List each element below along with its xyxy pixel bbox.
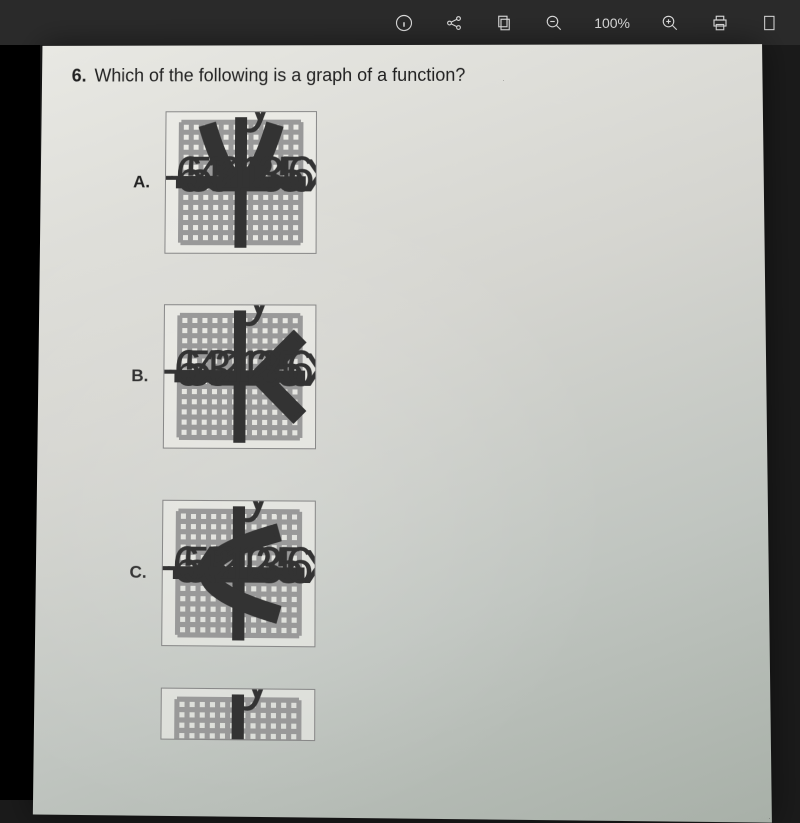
share-icon[interactable] [444, 13, 464, 33]
zoom-out-icon[interactable] [544, 13, 564, 33]
tick-labels: -6-5-4-3-2-1 123456 [162, 535, 313, 594]
copy-icon[interactable] [494, 13, 514, 33]
option-a-label: A. [130, 172, 150, 192]
y-axis-label: y [245, 112, 275, 133]
question: 6. Which of the following is a graph of … [72, 64, 733, 86]
option-a: A. [129, 111, 734, 255]
option-c-label: C. [126, 562, 146, 583]
svg-text:y: y [242, 689, 273, 712]
x-axis-label: x [305, 137, 316, 205]
svg-text:x: x [303, 527, 314, 597]
option-d: y [125, 687, 740, 745]
option-c-graph: -6-5-4-3-2-1 123456 y x [161, 500, 316, 648]
option-b: B. -6 [128, 304, 737, 451]
svg-text:x: x [304, 331, 315, 400]
option-c: C. -6 [126, 500, 739, 651]
print-icon[interactable] [710, 13, 730, 33]
tick-labels: -6-5-4-3-2-1 123456 [164, 339, 314, 397]
page: 6. Which of the following is a graph of … [33, 44, 772, 823]
pdf-toolbar: 100% [0, 0, 800, 45]
options-list: A. [125, 111, 740, 746]
zoom-in-icon[interactable] [660, 13, 680, 33]
question-number: 6. [72, 66, 87, 87]
info-icon[interactable] [394, 13, 414, 33]
svg-text:y: y [244, 305, 275, 327]
option-b-graph: -6-5-4-3-2-1 123456 y x [163, 304, 317, 449]
question-text: Which of the following is a graph of a f… [94, 65, 465, 87]
option-d-graph: y [160, 688, 315, 742]
page-icon[interactable] [760, 13, 780, 33]
tick-labels: -6-5-4-3-2-1 123456 [165, 146, 314, 203]
option-a-graph: -6-5-4-3-2-1 123456 y x [164, 111, 317, 254]
zoom-level: 100% [594, 15, 630, 31]
option-b-label: B. [128, 366, 148, 386]
svg-text:y: y [243, 501, 274, 523]
